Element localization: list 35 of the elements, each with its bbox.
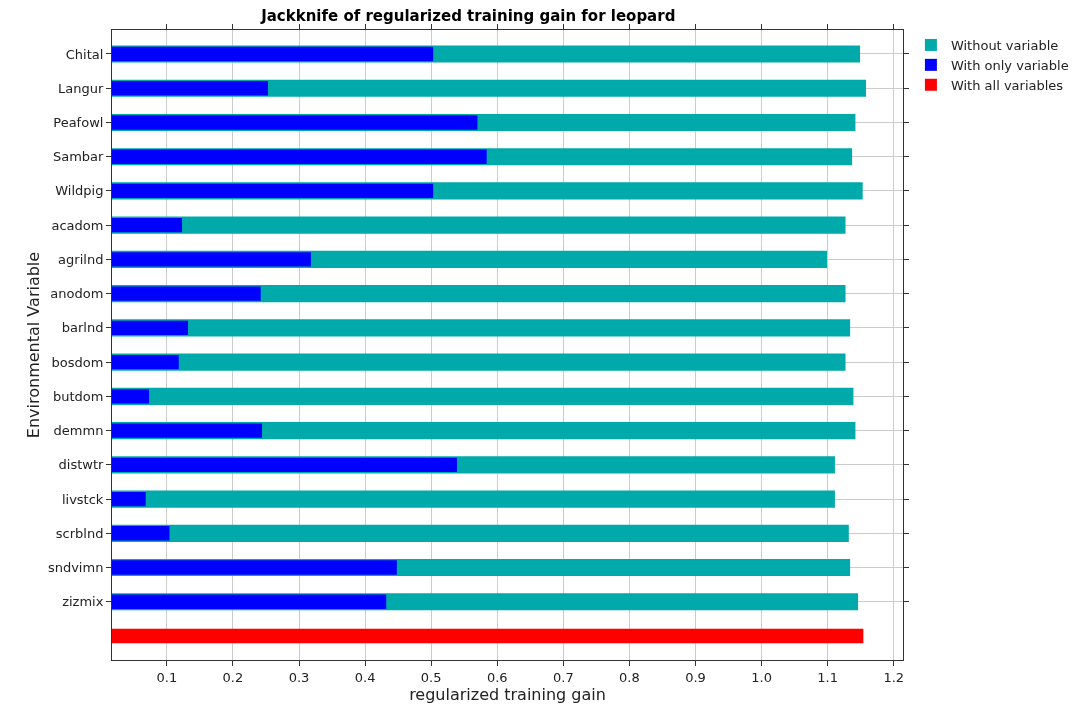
- y-tick-label: butdom: [52, 388, 104, 404]
- x-axis-title: regularized training gain: [409, 684, 606, 704]
- y-tick-label: bosdom: [51, 354, 104, 370]
- y-tick-label: livstck: [61, 491, 104, 507]
- x-tick-label: 1.0: [751, 669, 772, 685]
- x-tick-label: 0.9: [685, 669, 706, 685]
- x-tick-label: 0.8: [619, 669, 640, 685]
- y-tick-label: Langur: [58, 80, 105, 96]
- legend-label: With all variables: [950, 77, 1064, 93]
- chart-title: Jackknife of regularized training gain for leopard: [260, 7, 676, 26]
- x-tick-label: 0.6: [486, 669, 508, 685]
- y-tick-label: demmn: [53, 423, 104, 439]
- x-tick-label: 1.1: [817, 669, 839, 685]
- y-tick-label: distwtr: [58, 457, 105, 473]
- y-tick-label: scrblnd: [55, 525, 104, 541]
- x-tick-label: 0.3: [288, 669, 310, 685]
- x-tick-label: 0.4: [354, 669, 376, 685]
- y-tick-label: Chital: [65, 46, 104, 62]
- y-tick-label: Sambar: [52, 149, 105, 165]
- x-tick-label: 1.2: [883, 669, 905, 685]
- x-tick-label: 0.2: [222, 669, 244, 685]
- y-tick-label: zizmix: [62, 594, 104, 610]
- x-tick-label: 0.5: [420, 669, 442, 685]
- y-tick-label: acadom: [51, 217, 104, 233]
- legend-label: Without variable: [950, 38, 1059, 54]
- legend-label: With only variable: [950, 57, 1069, 73]
- y-tick-label: Peafowl: [53, 115, 104, 130]
- y-axis-title: Environmental Variable: [23, 251, 43, 439]
- x-tick-label: 0.7: [553, 669, 574, 685]
- y-tick-label: sndvimn: [47, 560, 104, 576]
- y-tick-label: anodom: [50, 286, 104, 302]
- y-tick-label: barlnd: [61, 320, 104, 336]
- x-tick-label: 0.1: [156, 669, 178, 685]
- y-tick-label: agrilnd: [58, 251, 104, 267]
- y-tick-label: Wildpig: [55, 183, 104, 199]
